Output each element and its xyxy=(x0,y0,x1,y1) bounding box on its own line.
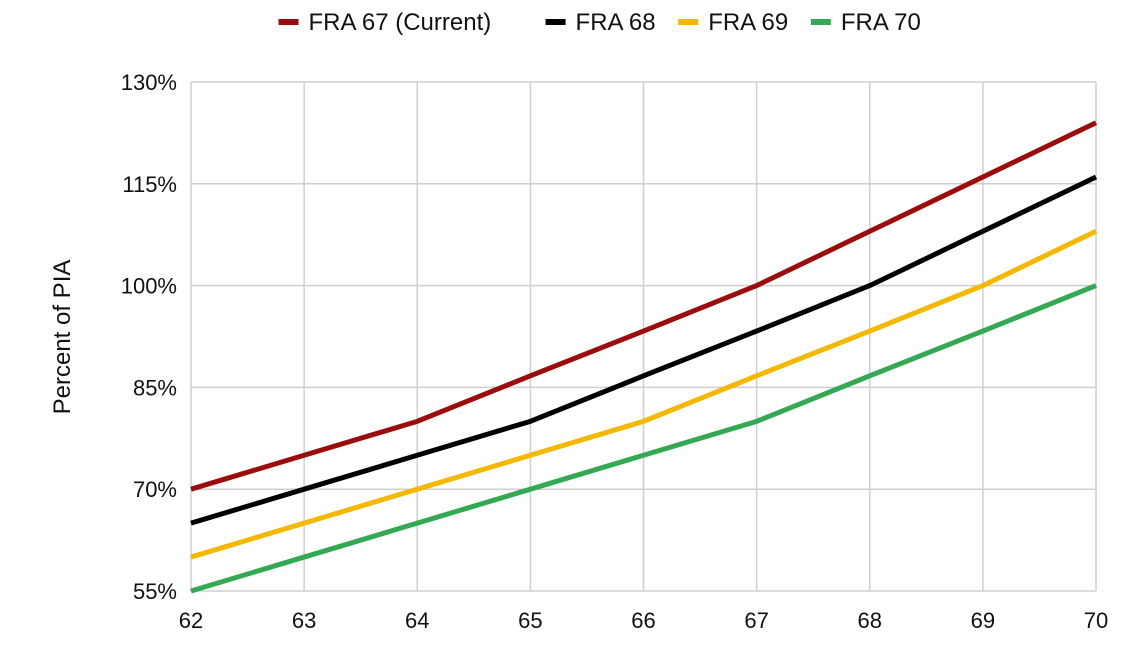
legend-item: FRA 69 xyxy=(678,9,788,36)
grid xyxy=(190,81,1097,592)
legend-label: FRA 70 xyxy=(841,9,921,36)
legend: FRA 67 (Current) FRA 68 FRA 69 FRA 70 xyxy=(278,9,921,36)
x-tick-label: 64 xyxy=(405,608,429,633)
x-tick-label: 62 xyxy=(179,608,203,633)
legend-label: FRA 69 xyxy=(708,9,788,36)
x-tick-label: 63 xyxy=(292,608,316,633)
x-tick-label: 68 xyxy=(858,608,882,633)
x-tick-label: 70 xyxy=(1084,608,1108,633)
series-line-fra-70 xyxy=(190,283,1097,594)
y-tick-label: 130% xyxy=(121,70,177,95)
series-line-fra-68 xyxy=(190,174,1098,526)
legend-swatch xyxy=(810,19,831,25)
legend-item: FRA 67 (Current) xyxy=(278,9,492,36)
y-tick-label: 115% xyxy=(122,172,177,197)
x-tick-label: 67 xyxy=(744,608,768,633)
legend-item: FRA 68 xyxy=(545,9,656,36)
y-tick-label: 100% xyxy=(121,274,177,299)
x-tick-label: 65 xyxy=(518,608,542,633)
legend-label: FRA 67 (Current) xyxy=(309,9,492,36)
y-axis-label: Percent of PIA xyxy=(49,260,76,415)
y-tick-label: 55% xyxy=(133,579,177,604)
x-tick-label: 66 xyxy=(631,608,655,633)
series-line-fra-67-current xyxy=(190,120,1098,492)
legend-label: FRA 68 xyxy=(576,9,656,36)
legend-swatch xyxy=(545,19,566,25)
series-line-fra-69 xyxy=(190,229,1098,560)
legend-swatch xyxy=(278,19,299,25)
y-axis-ticks: 55% 70% 85% 100% 115% 130% xyxy=(121,70,177,604)
series-layer xyxy=(190,120,1098,594)
y-tick-label: 85% xyxy=(133,375,177,400)
legend-item: FRA 70 xyxy=(810,9,921,36)
x-tick-label: 69 xyxy=(971,608,995,633)
y-tick-label: 70% xyxy=(133,477,177,502)
x-axis-ticks: 62 63 64 65 66 67 68 69 70 xyxy=(179,608,1108,633)
legend-swatch xyxy=(678,19,699,25)
